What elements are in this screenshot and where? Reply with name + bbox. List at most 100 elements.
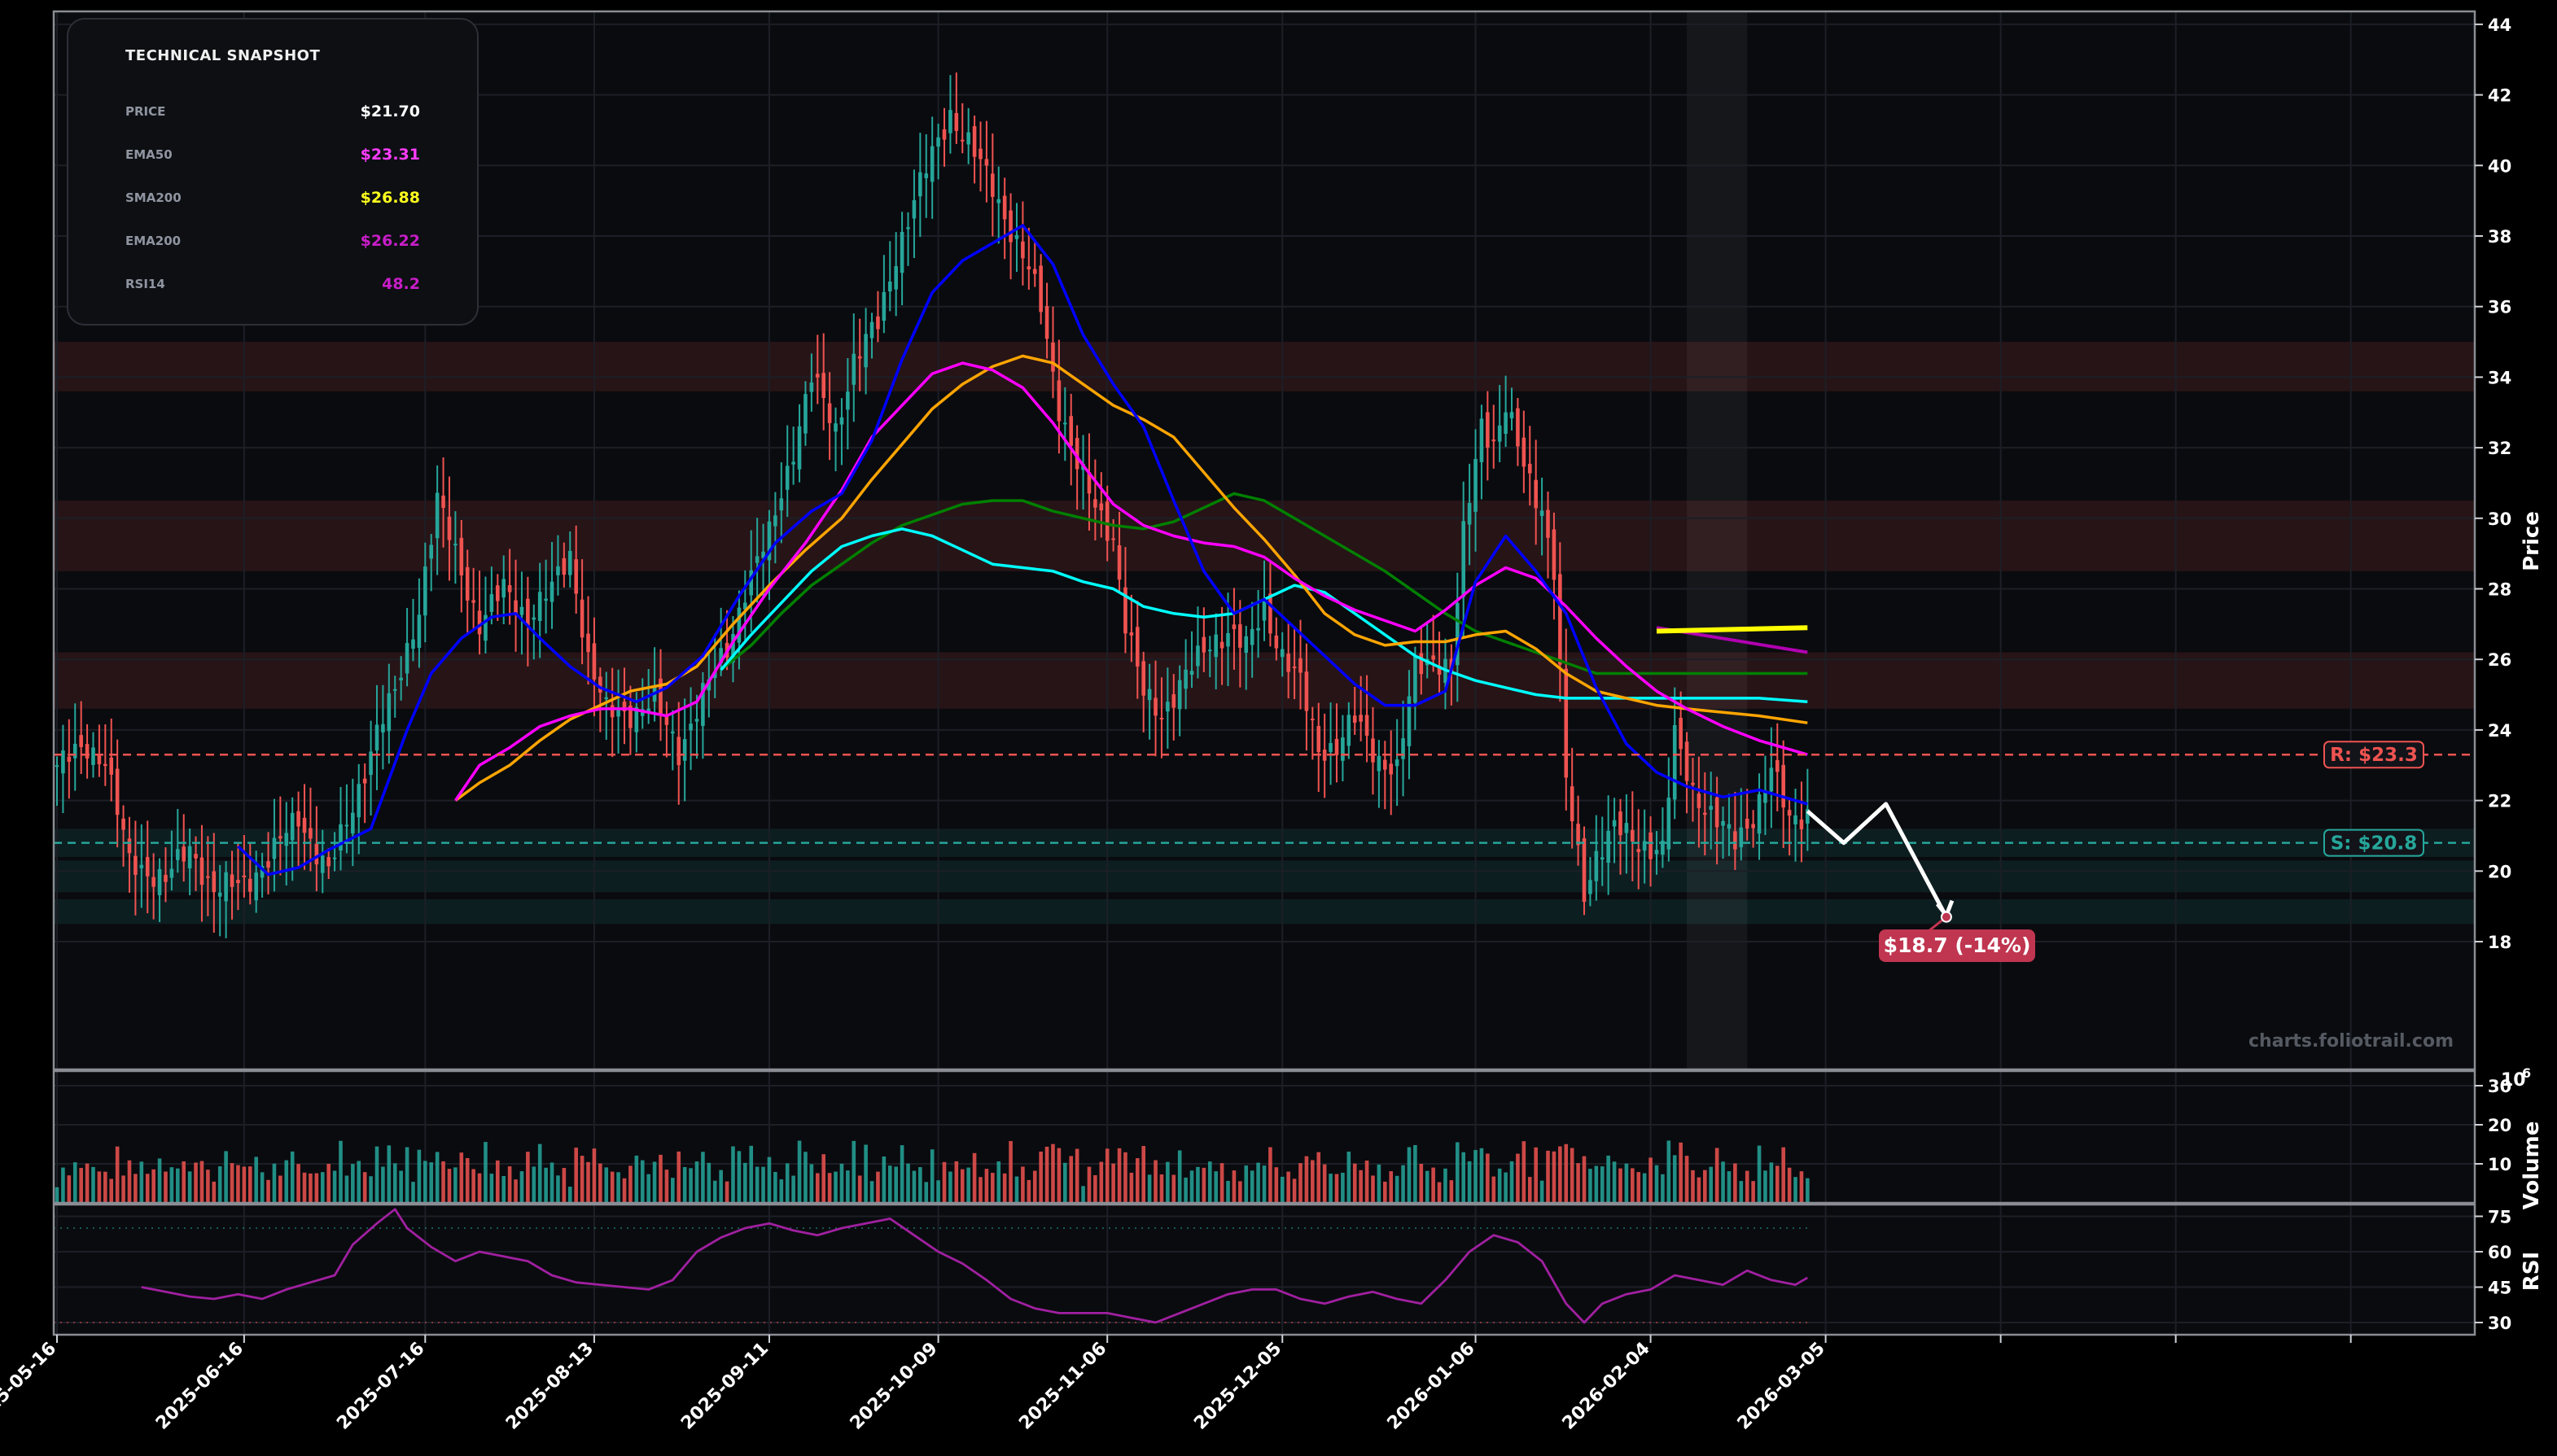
volume-bar [369, 1176, 373, 1203]
volume-bar [1032, 1170, 1037, 1203]
candle-body [447, 516, 452, 540]
candle-body [242, 875, 247, 878]
volume-bar [176, 1168, 180, 1203]
price-tick-label: 28 [2488, 580, 2511, 600]
target-marker [1940, 911, 1952, 923]
volume-bar [846, 1170, 850, 1203]
candle-body [1455, 603, 1460, 666]
volume-bar [556, 1175, 560, 1203]
volume-bar [876, 1171, 880, 1203]
candle-body [1539, 510, 1544, 517]
volume-bar [1504, 1172, 1508, 1203]
volume-bar [1497, 1168, 1502, 1203]
rsi-panel-bg [54, 1205, 2475, 1335]
candle-body [1262, 601, 1267, 621]
candle-body [930, 146, 935, 182]
candle-body [1002, 195, 1007, 220]
candle-body [1280, 649, 1285, 658]
candle-body [1304, 671, 1309, 711]
watermark: charts.foliotrail.com [2248, 1031, 2454, 1052]
candle-body [1166, 702, 1170, 712]
volume-bar [151, 1169, 155, 1203]
volume-bar [103, 1171, 107, 1203]
candle-body [115, 768, 120, 815]
volume-bar [1219, 1163, 1224, 1203]
rsi-tick-label: 60 [2488, 1243, 2511, 1262]
volume-bar [869, 1181, 874, 1203]
volume-bar [1057, 1148, 1062, 1203]
candle-body [1654, 850, 1659, 855]
candle-body [495, 585, 500, 601]
volume-bar [972, 1152, 977, 1203]
volume-bar [1757, 1145, 1762, 1203]
candle-body [224, 872, 228, 902]
candle-body [966, 132, 970, 145]
candle-body [164, 874, 168, 882]
candle-body [676, 737, 681, 766]
candle-body [984, 159, 989, 166]
volume-bar [567, 1187, 572, 1203]
candle-body [767, 521, 772, 561]
volume-bar [1117, 1148, 1122, 1203]
volume-bar [1250, 1170, 1254, 1203]
technical-snapshot-panel: TECHNICAL SNAPSHOT PRICE $21.70 EMA50 $2… [67, 18, 479, 326]
volume-bar [399, 1170, 403, 1203]
x-tick-label: 2025-10-09 [847, 1339, 942, 1434]
candle-body [1226, 632, 1230, 647]
volume-bar [1304, 1156, 1309, 1203]
candle-body [646, 708, 650, 712]
volume-bar [580, 1156, 585, 1203]
candle-body [1661, 840, 1665, 855]
volume-bar [1721, 1161, 1725, 1203]
volume-bar [755, 1166, 760, 1203]
volume-bar [604, 1167, 609, 1203]
candle-body [1069, 416, 1074, 446]
volume-bar [1666, 1140, 1671, 1203]
volume-bar [1419, 1164, 1424, 1203]
candle-body [103, 763, 107, 767]
volume-bar [1099, 1161, 1104, 1203]
price-tick-label: 30 [2488, 509, 2511, 529]
support-zone [54, 899, 2475, 925]
candle-body [278, 836, 282, 839]
candle-body [1292, 667, 1297, 669]
snapshot-row-ema50: EMA50 $23.31 [125, 146, 420, 172]
candle-body [1618, 811, 1622, 836]
volume-bar [537, 1143, 542, 1203]
volume-bar [332, 1170, 337, 1203]
volume-bar [1093, 1174, 1097, 1203]
volume-bar [417, 1149, 422, 1203]
volume-bar [230, 1163, 234, 1203]
price-tick-label: 38 [2488, 227, 2511, 247]
candle-body [1642, 841, 1647, 851]
volume-bar [979, 1177, 983, 1203]
candle-body [876, 316, 880, 330]
volume-bar [924, 1182, 929, 1203]
volume-bar [1135, 1158, 1140, 1203]
candle-body [1527, 463, 1532, 474]
volume-bar [1691, 1170, 1695, 1203]
candle-body [91, 747, 95, 765]
volume-bar [465, 1157, 470, 1203]
candle-body [453, 544, 458, 546]
volume-bar [1522, 1141, 1526, 1203]
volume-bar [1298, 1163, 1303, 1203]
candle-body [846, 391, 850, 410]
volume-bar [1171, 1174, 1176, 1203]
ma-blue-line [237, 224, 1808, 877]
volume-bar [954, 1161, 959, 1203]
candle-body [1196, 645, 1200, 667]
candle-body [537, 592, 542, 622]
x-tick-label: 2025-09-11 [677, 1339, 773, 1434]
volume-bar [1009, 1141, 1013, 1203]
candle-body [1473, 458, 1478, 512]
volume-bar [773, 1171, 777, 1203]
volume-bar [1214, 1171, 1218, 1203]
candle-body [507, 585, 512, 592]
candle-body [1238, 624, 1242, 648]
candle-body [1105, 501, 1110, 541]
volume-bar [948, 1171, 952, 1203]
snapshot-row-sma200: SMA200 $26.88 [125, 189, 420, 215]
candle-body [1032, 269, 1037, 274]
candle-body [1256, 627, 1260, 631]
